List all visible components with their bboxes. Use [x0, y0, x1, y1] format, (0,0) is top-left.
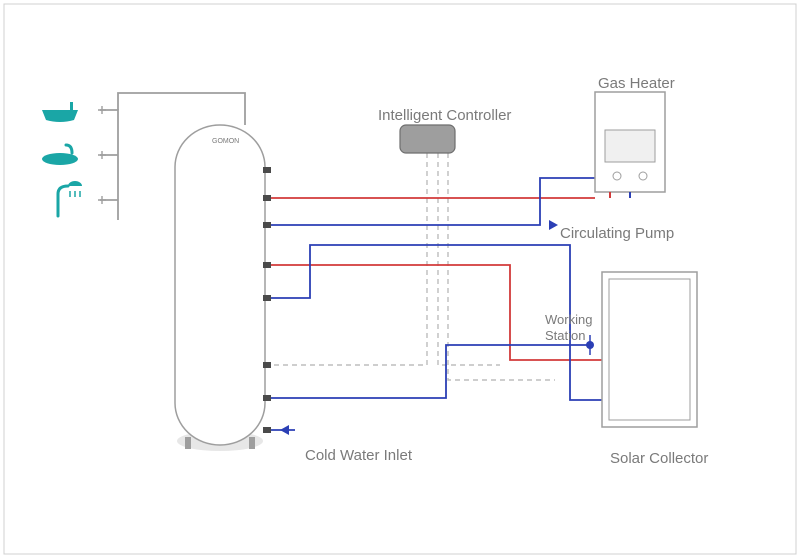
intelligent-controller [400, 125, 455, 153]
solar-collector [602, 272, 697, 427]
tank-port-4 [263, 295, 271, 301]
bathtub-icon [42, 110, 78, 122]
controller-wire-0 [265, 153, 427, 365]
tank-port-7 [263, 427, 271, 433]
tank-port-1 [263, 195, 271, 201]
tank-port-5 [263, 362, 271, 368]
label-working-station-2: Station [545, 328, 585, 343]
diagram-svg [0, 0, 800, 558]
arrow [280, 425, 289, 435]
controller-wire-2 [448, 153, 555, 380]
tank-port-2 [263, 222, 271, 228]
sink-icon [42, 153, 78, 165]
label-gas-heater: Gas Heater [598, 75, 675, 92]
tank-foot [185, 437, 191, 449]
arrow [549, 220, 558, 230]
tank-port-6 [263, 395, 271, 401]
tank-port-3 [263, 262, 271, 268]
sink-faucet-icon [66, 145, 72, 153]
label-circulating-pump: Circulating Pump [560, 225, 674, 242]
shower-pipe-icon [58, 186, 68, 216]
shower-tap-icon [98, 196, 106, 204]
tank-foot [249, 437, 255, 449]
label-working-station-1: Working [545, 312, 592, 327]
label-cold-inlet: Cold Water Inlet [305, 447, 412, 464]
fixture-pipe-3 [118, 93, 245, 125]
gas-heater-panel [605, 130, 655, 162]
diagram-stage: Gas Heater Intelligent Controller Circul… [0, 0, 800, 558]
shower-head-icon [68, 181, 82, 186]
label-solar-collector: Solar Collector [610, 450, 708, 467]
water-tank [175, 125, 265, 445]
tank-port-0 [263, 167, 271, 173]
label-controller: Intelligent Controller [378, 107, 511, 124]
sink-tap-icon [98, 151, 106, 159]
bathtub-faucet [70, 102, 73, 110]
bath-tap-icon [98, 106, 106, 114]
label-tank-brand: GOMON [212, 138, 239, 145]
